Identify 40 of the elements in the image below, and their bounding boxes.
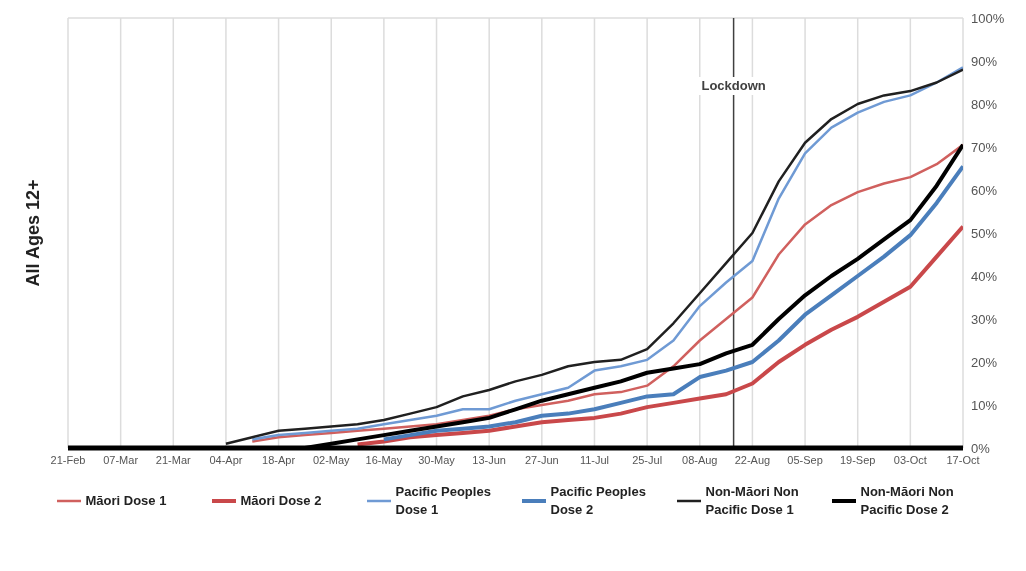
x-tick-label: 13-Jun xyxy=(472,453,506,466)
line-series xyxy=(251,143,963,443)
y-tick-label: 20% xyxy=(971,354,998,370)
ref-line-label: Lockdown xyxy=(701,78,766,93)
legend-label: Māori Dose 1 xyxy=(85,492,168,510)
y-tick-label: 90% xyxy=(971,53,998,69)
y-tick-label: 50% xyxy=(971,225,998,241)
y-tick-label: 10% xyxy=(971,397,998,413)
x-tick-label: 17-Oct xyxy=(946,453,980,466)
legend-label: Non-Māori Non Pacific Dose 1 xyxy=(705,483,800,519)
y-tick-label: 80% xyxy=(971,96,998,112)
legend-label: Māori Dose 2 xyxy=(240,492,323,510)
line-series xyxy=(381,164,963,442)
x-tick-label: 02-May xyxy=(312,453,351,466)
x-tick-label: 05-Sep xyxy=(787,453,823,466)
x-tick-label: 11-Jul xyxy=(579,453,610,466)
x-tick-label: 25-Jul xyxy=(632,453,663,466)
x-tick-label: 21-Feb xyxy=(50,453,86,466)
x-tick-label: 22-Aug xyxy=(734,453,771,466)
y-tick-label: 30% xyxy=(971,311,998,327)
x-tick-label: 19-Sep xyxy=(839,453,876,466)
y-tick-label: 70% xyxy=(971,139,998,155)
y-axis-title: All Ages 12+ xyxy=(23,179,44,287)
x-tick-label: 27-Jun xyxy=(525,453,559,466)
x-tick-label: 03-Oct xyxy=(893,453,927,466)
x-tick-label: 16-May xyxy=(365,453,403,466)
y-tick-label: 40% xyxy=(971,268,998,284)
x-tick-label: 07-Mar xyxy=(103,453,139,466)
x-tick-label: 21-Mar xyxy=(155,453,192,466)
y-tick-label: 60% xyxy=(971,182,998,198)
legend-label: Pacific Peoples Dose 2 xyxy=(550,483,647,519)
legend-label: Pacific Peoples Dose 1 xyxy=(395,483,492,519)
line-series xyxy=(355,224,963,447)
x-tick-label: 04-Apr xyxy=(209,453,243,466)
x-tick-label: 18-Apr xyxy=(262,453,296,466)
legend-label: Non-Māori Non Pacific Dose 2 xyxy=(860,483,955,519)
y-tick-label: 100% xyxy=(971,10,1005,26)
x-tick-label: 08-Aug xyxy=(682,453,718,466)
x-tick-label: 30-May xyxy=(418,453,456,466)
y-tick-label: 0% xyxy=(971,440,991,456)
